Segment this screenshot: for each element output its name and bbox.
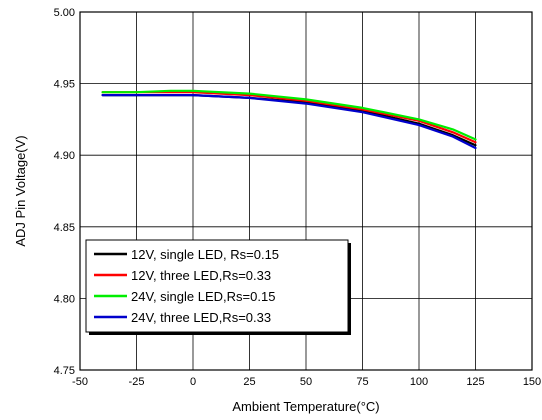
x-tick-label: -25	[129, 376, 145, 388]
y-tick-label: 4.80	[54, 293, 75, 305]
x-tick-label: 125	[466, 376, 484, 388]
x-axis-label: Ambient Temperature(°C)	[232, 399, 379, 414]
x-tick-labels: -50 -25 0 25 50 75 100 125 150	[72, 376, 541, 388]
series-line-4	[101, 93, 477, 150]
y-tick-label: 4.95	[54, 79, 75, 91]
series-line-2	[101, 91, 477, 144]
x-tick-label: 25	[243, 376, 255, 388]
x-tick-label: 50	[300, 376, 312, 388]
legend-label-3: 24V, single LED,Rs=0.15	[131, 289, 275, 304]
series-lines	[101, 89, 477, 150]
y-tick-label: 4.90	[54, 150, 75, 162]
legend: 12V, single LED, Rs=0.15 12V, three LED,R…	[85, 239, 351, 335]
y-tick-label: 4.75	[54, 365, 75, 377]
y-axis-label: ADJ Pin Voltage(V)	[13, 135, 28, 246]
legend-label-1: 12V, single LED, Rs=0.15	[131, 247, 279, 262]
x-tick-label: 0	[190, 376, 196, 388]
legend-label-2: 12V, three LED,Rs=0.33	[131, 268, 271, 283]
x-tick-label: -50	[72, 376, 88, 388]
x-tick-label: 100	[410, 376, 428, 388]
x-tick-label: 150	[523, 376, 541, 388]
x-tick-label: 75	[356, 376, 368, 388]
y-tick-label: 5.00	[54, 7, 75, 19]
legend-label-4: 24V, three LED,Rs=0.33	[131, 310, 271, 325]
y-tick-labels: 4.75 4.80 4.85 4.90 4.95 5.00	[54, 7, 75, 377]
series-line-3	[101, 89, 477, 141]
legend-box	[85, 239, 349, 333]
plot-area-border	[79, 11, 533, 371]
y-tick-label: 4.85	[54, 222, 75, 234]
